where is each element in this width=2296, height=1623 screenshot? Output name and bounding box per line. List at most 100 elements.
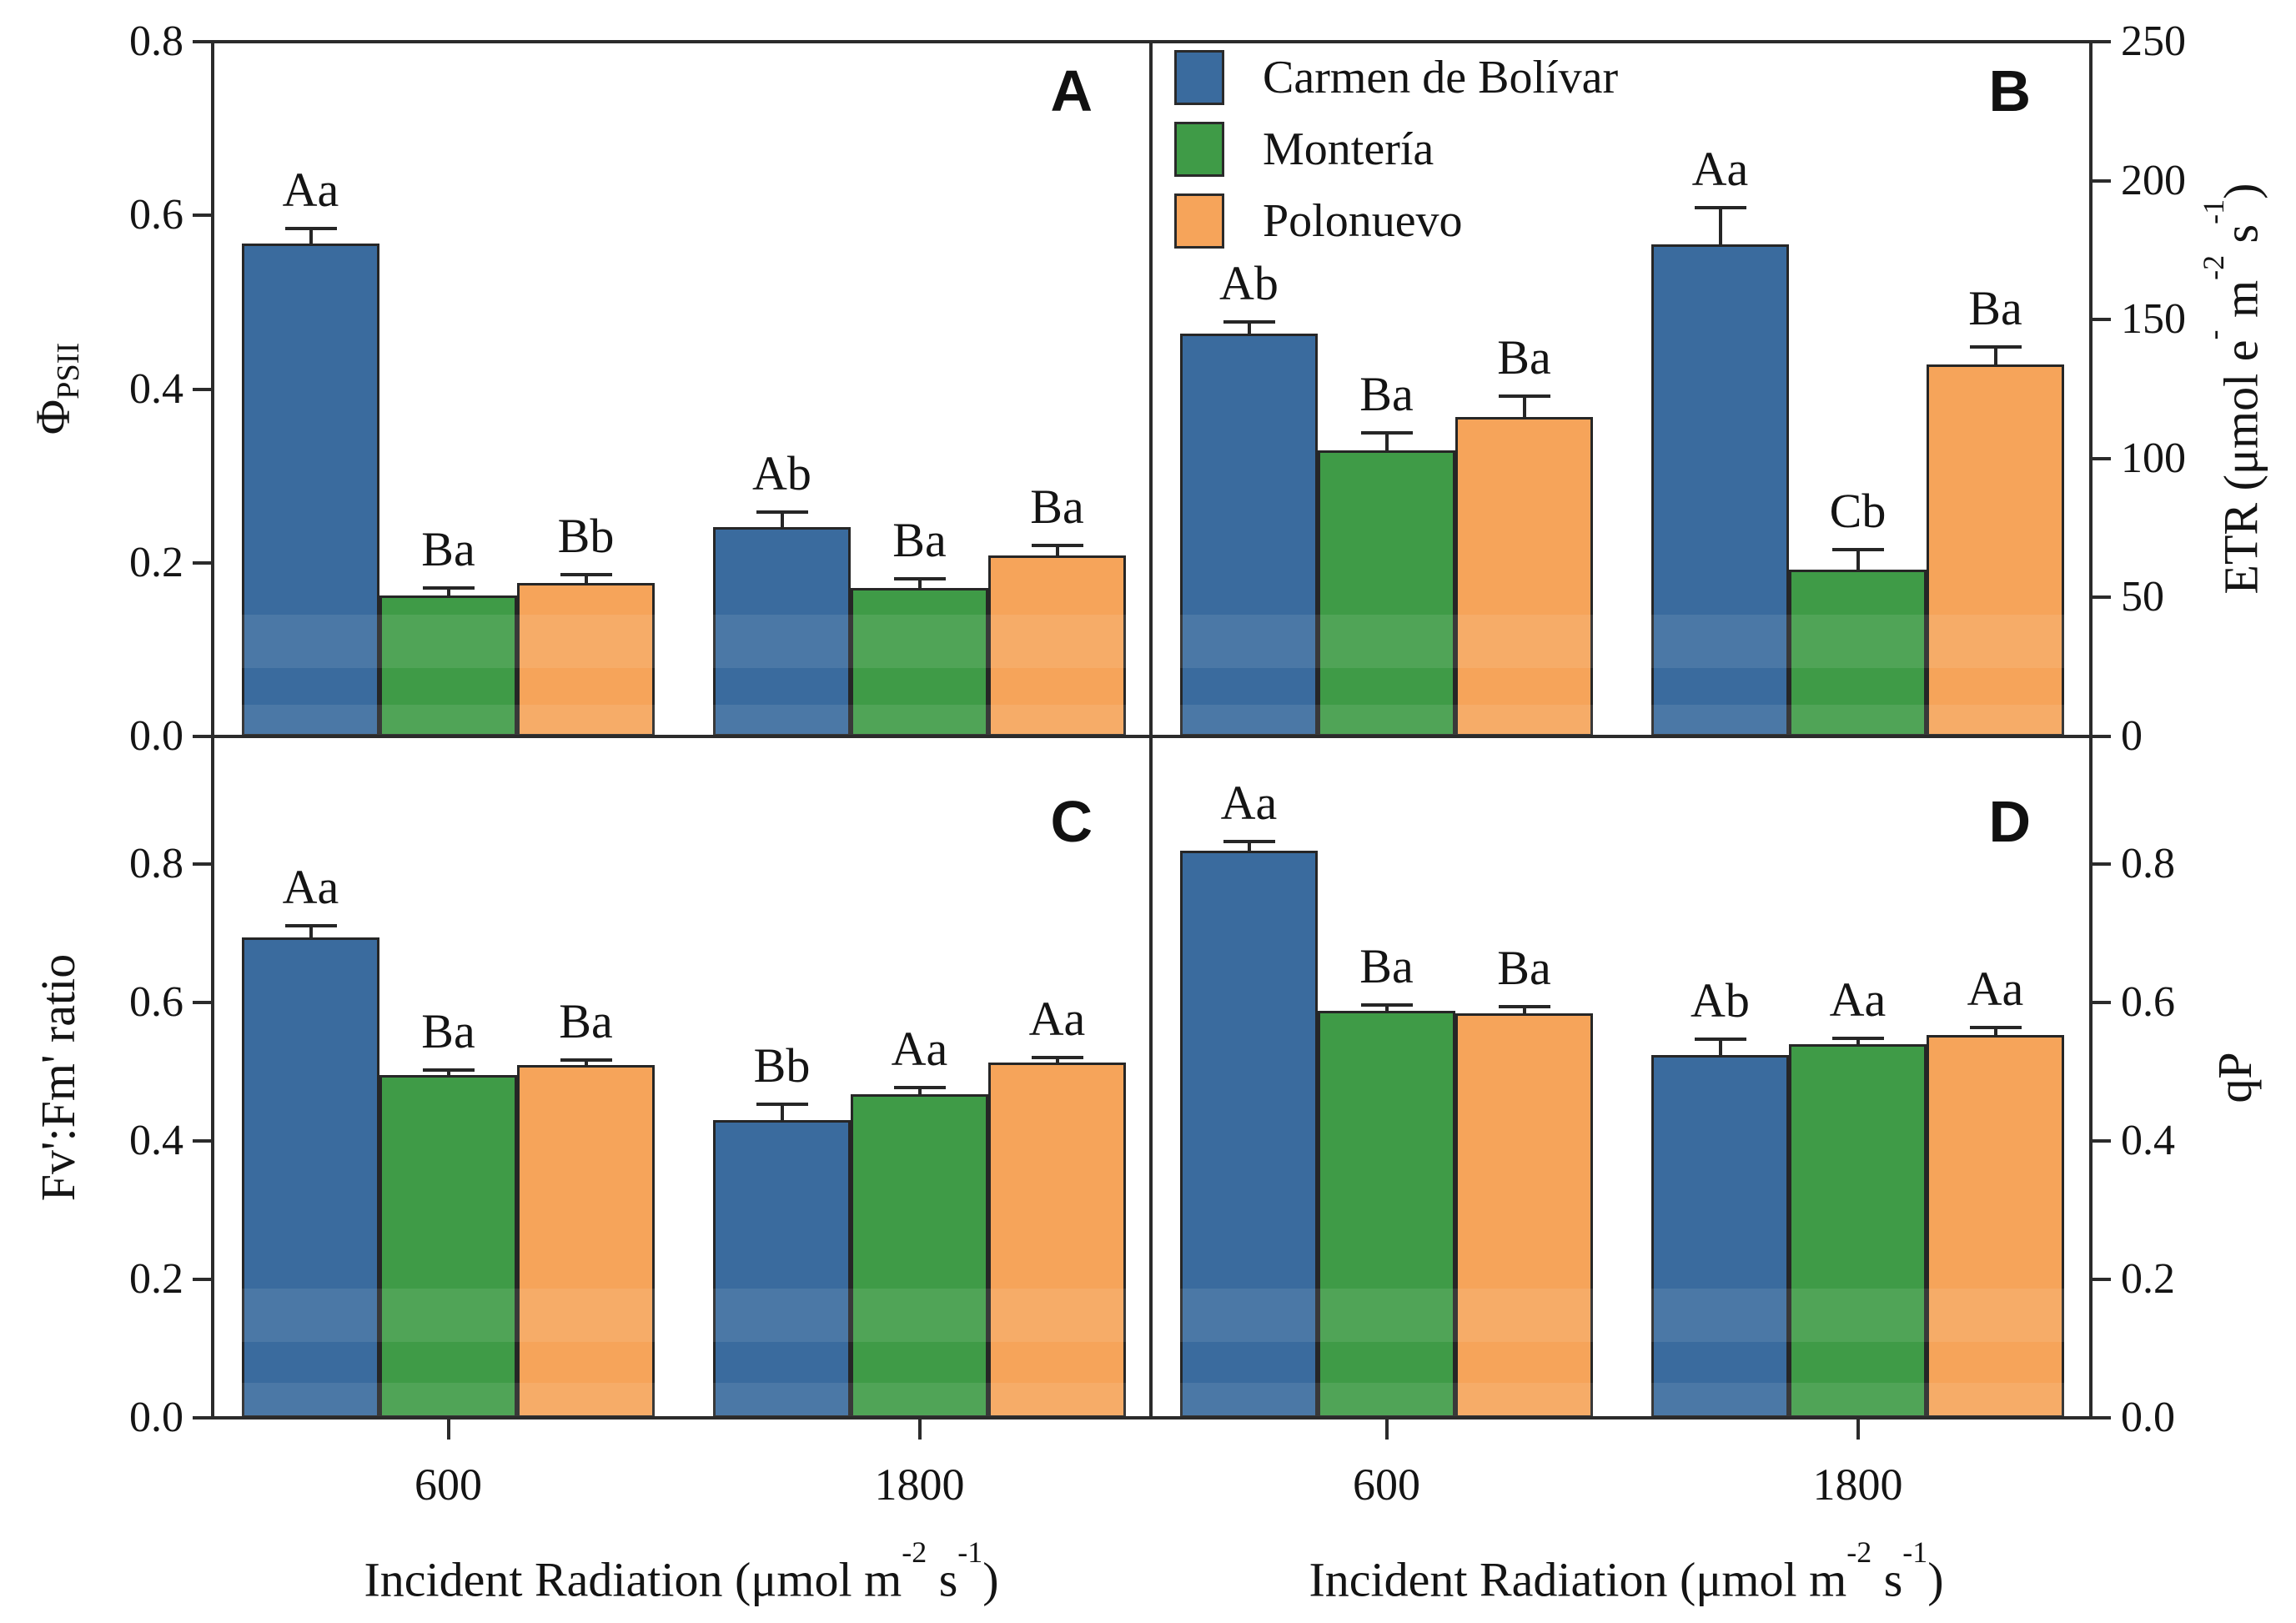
bar-carmen-1800-A <box>713 527 851 736</box>
bar-monteria-1800-B <box>1789 570 1927 736</box>
error-bar-cap <box>560 573 612 577</box>
error-bar <box>1718 1040 1722 1055</box>
error-bar <box>584 1061 588 1065</box>
panel-letter-c: C <box>1050 789 1093 854</box>
significance-label: Aa <box>1028 991 1086 1046</box>
error-bar-cap <box>893 576 946 580</box>
x-tick-label-D: 600 <box>1353 1460 1420 1510</box>
y-tick-D <box>2093 862 2111 867</box>
y-tick-label-B: 150 <box>2121 295 2186 344</box>
y-axis-title-etr: ETR (μmol e- m-2 s-1) <box>2197 183 2268 595</box>
significance-label: Ba <box>1968 280 2022 335</box>
error-bar <box>1055 1058 1059 1063</box>
legend-swatch-polonuevo <box>1174 193 1224 249</box>
error-bar <box>446 1070 450 1076</box>
error-bar <box>917 579 922 588</box>
panel-letter-d: D <box>1988 789 2031 854</box>
bar-monteria-1800-D <box>1789 1044 1927 1418</box>
bar-polonuevo-600-D <box>1455 1012 1593 1418</box>
error-bar-cap <box>284 924 337 928</box>
legend-label-monteria: Montería <box>1263 123 1434 175</box>
y-tick-A <box>193 387 211 391</box>
error-bar <box>1718 208 1722 245</box>
error-bar-cap <box>1694 205 1746 209</box>
legend-item-polonuevo: Polonuevo <box>1174 193 1618 249</box>
y-tick-label-D: 0.8 <box>2121 840 2175 888</box>
left-y-axis <box>211 40 214 1419</box>
y-tick-label-C: 0.4 <box>129 1117 183 1165</box>
y-tick-D <box>2093 1139 2111 1143</box>
y-tick-A <box>193 560 211 565</box>
y-tick-C <box>193 1139 211 1143</box>
y-tick-label-A: 0.2 <box>129 538 183 586</box>
error-bar <box>1522 1007 1526 1013</box>
error-bar <box>1055 545 1059 556</box>
significance-label: Aa <box>1220 775 1278 830</box>
x-tick-label-C: 600 <box>414 1460 482 1510</box>
error-bar-cap <box>1031 1055 1083 1059</box>
significance-label: Ba <box>1030 479 1084 534</box>
y-tick-A <box>193 735 211 738</box>
panel-divider-horizontal <box>211 735 2093 738</box>
error-bar-cap <box>422 1068 475 1072</box>
error-bar <box>1993 347 1997 364</box>
bar-polonuevo-600-C <box>517 1064 655 1418</box>
error-bar <box>309 229 313 244</box>
legend-label-carmen: Carmen de Bolívar <box>1263 52 1619 103</box>
error-bar-cap <box>1498 394 1550 399</box>
error-bar-cap <box>1223 839 1275 843</box>
error-bar <box>917 1088 922 1094</box>
y-tick-C <box>193 862 211 867</box>
bar-polonuevo-1800-B <box>1927 364 2064 736</box>
y-tick-label-C: 0.6 <box>129 978 183 1027</box>
bar-carmen-600-B <box>1180 333 1318 736</box>
y-tick-label-C: 0.2 <box>129 1255 183 1304</box>
error-bar-cap <box>1831 547 1884 551</box>
error-bar <box>1522 397 1526 417</box>
bar-polonuevo-600-B <box>1455 416 1593 736</box>
error-bar-cap <box>422 585 475 590</box>
significance-label: Ba <box>1497 941 1551 996</box>
y-tick-label-B: 0 <box>2121 712 2143 760</box>
y-tick-label-A: 0.6 <box>129 191 183 239</box>
error-bar <box>1247 842 1251 851</box>
x-tick-label-C: 1800 <box>874 1460 965 1510</box>
y-tick-D <box>2093 1001 2111 1005</box>
panel-letter-a: A <box>1050 58 1093 123</box>
x-tick-C <box>446 1419 450 1440</box>
error-bar <box>1856 1039 1860 1045</box>
y-tick-C <box>193 1278 211 1282</box>
panel-divider-vertical <box>1149 40 1153 1419</box>
significance-label: Ab <box>752 446 811 501</box>
y-tick-B <box>2093 318 2111 322</box>
error-bar <box>309 927 313 937</box>
significance-label: Ba <box>892 512 947 567</box>
bar-monteria-600-B <box>1318 450 1455 736</box>
error-bar <box>780 513 784 528</box>
y-tick-B <box>2093 178 2111 183</box>
legend-item-carmen: Carmen de Bolívar <box>1174 50 1618 105</box>
bar-carmen-600-A <box>242 243 379 736</box>
error-bar-cap <box>1694 1038 1746 1042</box>
legend-swatch-carmen <box>1174 50 1224 105</box>
error-bar <box>780 1105 784 1121</box>
bar-monteria-600-D <box>1318 1011 1455 1418</box>
error-bar <box>446 588 450 596</box>
significance-label: Aa <box>282 162 339 217</box>
y-tick-A <box>193 214 211 218</box>
x-tick-D <box>1384 1419 1389 1440</box>
y-tick-C <box>193 1001 211 1005</box>
x-tick-C <box>917 1419 922 1440</box>
legend-item-monteria: Montería <box>1174 122 1618 177</box>
significance-label: Ba <box>1359 366 1414 421</box>
bar-monteria-1800-A <box>851 587 988 736</box>
error-bar-cap <box>1969 1026 2022 1030</box>
error-bar-cap <box>1969 344 2022 349</box>
y-tick-B <box>2093 735 2111 738</box>
significance-label: Aa <box>891 1022 948 1077</box>
error-bar-cap <box>560 1058 612 1062</box>
significance-label: Ab <box>1219 255 1279 310</box>
y-tick-label-B: 200 <box>2121 156 2186 204</box>
y-tick-D <box>2093 1416 2111 1419</box>
y-tick-B <box>2093 40 2111 43</box>
